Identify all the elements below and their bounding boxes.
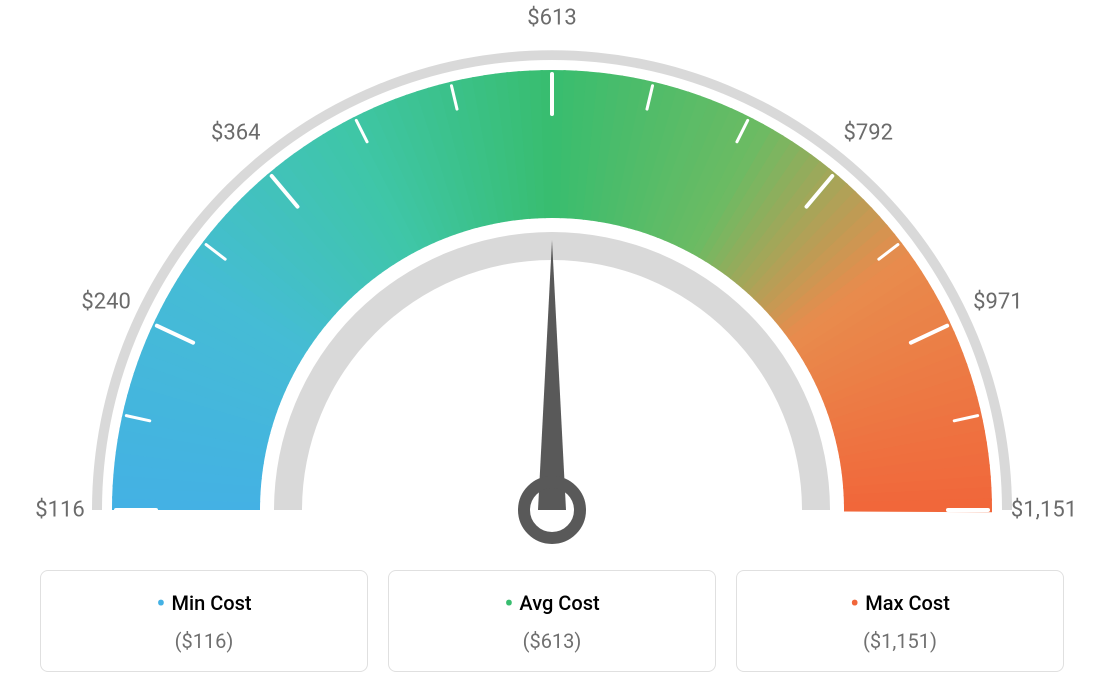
dot-icon: • <box>504 589 513 619</box>
legend-value-min: ($116) <box>53 629 355 653</box>
legend-card-max: •Max Cost ($1,151) <box>736 570 1064 672</box>
legend-label-max: Max Cost <box>865 591 950 615</box>
gauge-tick-label: $792 <box>844 121 893 146</box>
legend-label-avg: Avg Cost <box>519 591 599 615</box>
legend-value-max: ($1,151) <box>749 629 1051 653</box>
legend-label-min: Min Cost <box>172 591 252 615</box>
gauge-chart: $116 $240 $364 $613 $792 $971 $1,151 <box>0 0 1104 560</box>
dot-icon: • <box>850 589 859 619</box>
legend-card-avg: •Avg Cost ($613) <box>388 570 716 672</box>
legend-title-avg: •Avg Cost <box>401 589 703 619</box>
gauge-tick-label: $364 <box>211 121 260 146</box>
gauge-tick-label: $240 <box>81 290 130 315</box>
legend-value-avg: ($613) <box>401 629 703 653</box>
legend-card-min: • Min Cost ($116) <box>40 570 368 672</box>
legend-title-min: • Min Cost <box>53 589 355 619</box>
legend-row: •Min Cost ($116) •Avg Cost ($613) •Max C… <box>0 570 1104 672</box>
gauge-svg <box>0 0 1104 560</box>
gauge-tick-label: $1,151 <box>1011 498 1077 523</box>
legend-title-max: •Max Cost <box>749 589 1051 619</box>
gauge-tick-label: $971 <box>973 290 1022 315</box>
gauge-tick-label: $116 <box>35 498 84 523</box>
dot-icon: • <box>156 589 165 619</box>
gauge-tick-label: $613 <box>527 6 576 31</box>
